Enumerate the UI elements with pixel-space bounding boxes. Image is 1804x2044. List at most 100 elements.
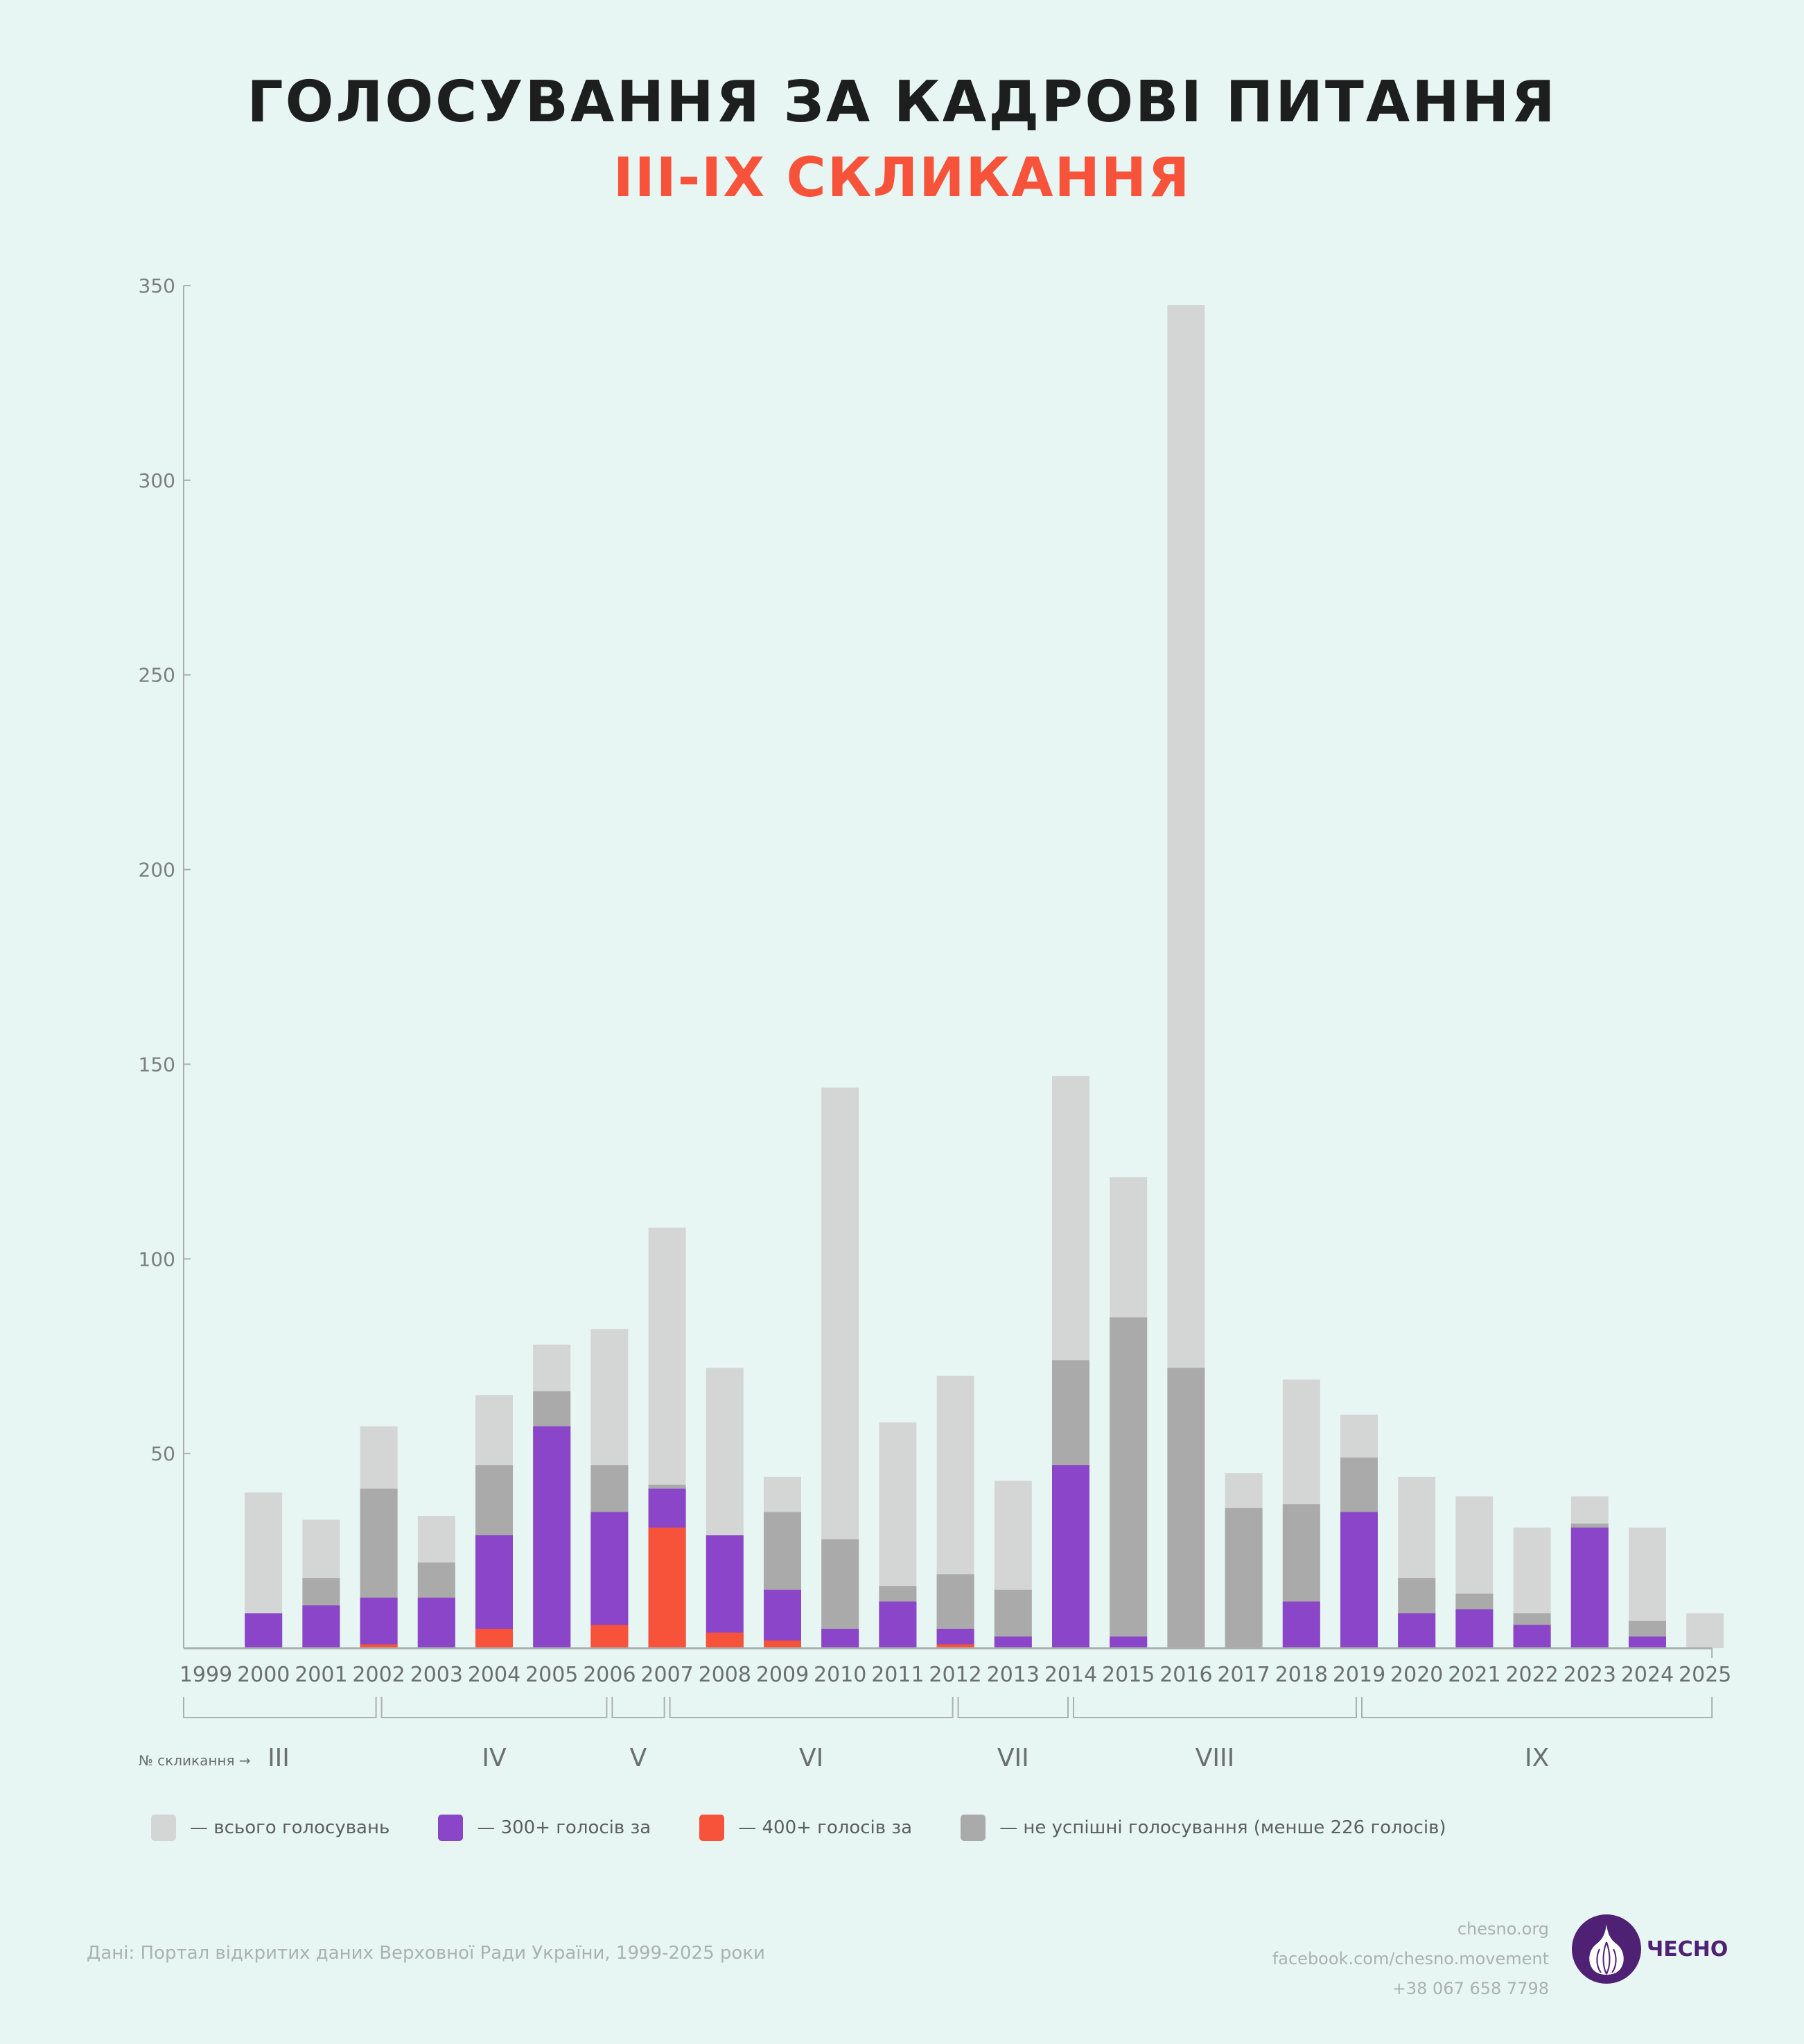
- x-tick-label: 2005: [525, 1663, 578, 1687]
- bar-votes400-2009: [764, 1640, 801, 1648]
- x-tick-label: 2008: [699, 1663, 751, 1687]
- bar-votes300-2023: [1570, 1527, 1609, 1648]
- x-tick-label: 2019: [1333, 1663, 1385, 1687]
- x-tick-label: 2012: [929, 1663, 981, 1687]
- legend-item-300: — 300+ голосів за: [438, 1815, 651, 1841]
- x-tick-label: 2002: [352, 1663, 405, 1687]
- x-tick-label: 2023: [1564, 1663, 1616, 1687]
- legend-swatch-failed: [961, 1815, 986, 1841]
- convocation-bracket: [669, 1697, 954, 1718]
- x-tick-label: 2024: [1621, 1663, 1674, 1687]
- y-tick-label: 150: [139, 1053, 175, 1076]
- x-tick-label: 2017: [1217, 1663, 1270, 1687]
- convocation-bracket: [1361, 1697, 1713, 1718]
- legend-swatch-total: [151, 1815, 176, 1841]
- chart-subtitle: III-IX СКЛИКАННЯ: [613, 147, 1191, 209]
- convocation-label: V: [630, 1744, 647, 1772]
- bar-votes400-2007: [648, 1527, 686, 1648]
- bar-votes300-2021: [1455, 1609, 1494, 1648]
- x-tick-label: 2021: [1448, 1663, 1500, 1687]
- bar-chart: 50 100 150 200 250 300 350 1999 2000 2001 2002 2003…: [139, 274, 1732, 1772]
- x-tick-label: 2010: [814, 1663, 866, 1687]
- bar-votes300-2024: [1629, 1636, 1666, 1648]
- bar-votes400-2004: [475, 1628, 513, 1648]
- bar-votes400-2002: [360, 1644, 398, 1648]
- bar-votes300-2013: [994, 1636, 1032, 1648]
- bar-votes300-2010: [821, 1628, 859, 1648]
- bar-total-2025: [1686, 1613, 1724, 1648]
- bar-votes300-2020: [1398, 1613, 1436, 1648]
- convocation-bracket: [611, 1697, 665, 1718]
- bar-votes300-2008: [706, 1535, 744, 1648]
- bar-votes300-2001: [302, 1605, 340, 1648]
- x-tick-label: 2020: [1390, 1663, 1443, 1687]
- contacts: chesno.org facebook.com/chesno.movement …: [1272, 1914, 1549, 2004]
- bar-votes300-2019: [1340, 1512, 1378, 1648]
- convocation-bracket: [183, 1697, 377, 1718]
- convocation-label: III: [268, 1744, 290, 1772]
- chart-title: ГОЛОСУВАННЯ ЗА КАДРОВІ ПИТАННЯ: [247, 69, 1557, 135]
- legend-swatch-400: [699, 1815, 725, 1841]
- data-source: Дані: Портал відкритих даних Верховної Р…: [87, 1943, 765, 1964]
- x-tick-label: 2011: [871, 1663, 924, 1687]
- x-tick-label: 2001: [295, 1663, 347, 1687]
- x-tick-label: 2009: [756, 1663, 809, 1687]
- y-tick-label: 200: [139, 859, 175, 882]
- legend: — всього голосувань — 300+ голосів за — …: [151, 1815, 1495, 1841]
- bar-failed-2016: [1167, 1368, 1205, 1648]
- y-tick-label: 250: [139, 664, 175, 687]
- convocation-label: IV: [482, 1744, 507, 1772]
- bar-votes300-2002: [360, 1597, 398, 1648]
- legend-label: — 300+ голосів за: [477, 1817, 651, 1838]
- y-tick-label: 100: [139, 1248, 175, 1270]
- legend-label: — не успішні голосування (менше 226 голо…: [999, 1817, 1446, 1838]
- legend-swatch-300: [438, 1815, 464, 1841]
- x-tick-label: 2018: [1275, 1663, 1328, 1687]
- x-tick-label: 2004: [468, 1663, 520, 1687]
- bar-votes300-2018: [1282, 1601, 1320, 1648]
- legend-label: — всього голосувань: [190, 1817, 390, 1838]
- bar-votes400-2006: [590, 1625, 629, 1648]
- x-tick-label: 2006: [583, 1663, 636, 1687]
- x-tick-label: 2000: [237, 1663, 290, 1687]
- y-tick-label: 50: [150, 1442, 175, 1465]
- facebook-link[interactable]: facebook.com/chesno.movement: [1272, 1949, 1549, 1968]
- x-tick-label: 2014: [1044, 1663, 1097, 1687]
- convocation-label: VIII: [1196, 1744, 1234, 1772]
- bar-votes400-2008: [706, 1632, 744, 1648]
- bar-votes300-2005: [533, 1426, 571, 1648]
- bar-votes300-2011: [879, 1601, 917, 1648]
- convocation-axis-label: № скликання →: [139, 1752, 251, 1769]
- bar-votes400-2012: [936, 1644, 974, 1648]
- x-tick-label: 1999: [179, 1663, 232, 1687]
- convocation-label: VII: [997, 1744, 1029, 1772]
- y-tick-label: 300: [139, 469, 175, 492]
- bar-failed-2015: [1110, 1317, 1148, 1648]
- x-tick-label: 2007: [640, 1663, 693, 1687]
- legend-item-total: — всього голосувань: [151, 1815, 389, 1841]
- bar-votes300-2003: [417, 1597, 455, 1648]
- convocation-bracket: [957, 1697, 1069, 1718]
- convocation-label: IX: [1525, 1744, 1549, 1772]
- bar-failed-2017: [1225, 1508, 1263, 1648]
- bar-votes300-2009: [764, 1589, 801, 1648]
- convocation-bracket: [1073, 1697, 1357, 1718]
- x-tick-label: 2015: [1102, 1663, 1155, 1687]
- bar-votes300-2000: [245, 1613, 283, 1648]
- bar-votes300-2014: [1052, 1465, 1089, 1648]
- x-tick-label: 2025: [1679, 1663, 1731, 1687]
- x-tick-label: 2013: [987, 1663, 1040, 1687]
- bar-votes300-2015: [1110, 1636, 1148, 1648]
- garlic-logo-icon: [1572, 1914, 1641, 1984]
- legend-item-400: — 400+ голосів за: [699, 1815, 912, 1841]
- convocation-label: VI: [799, 1744, 823, 1772]
- y-tick-label: 350: [139, 274, 175, 297]
- legend-item-failed: — не успішні голосування (менше 226 голо…: [961, 1815, 1446, 1841]
- convocation-bracket: [380, 1697, 608, 1718]
- x-tick-label: 2022: [1505, 1663, 1558, 1687]
- site-link[interactable]: chesno.org: [1457, 1919, 1549, 1939]
- phone: +38 067 658 7798: [1392, 1979, 1549, 1998]
- x-tick-label: 2003: [410, 1663, 463, 1687]
- legend-label: — 400+ голосів за: [738, 1817, 913, 1838]
- bar-votes300-2022: [1513, 1625, 1551, 1648]
